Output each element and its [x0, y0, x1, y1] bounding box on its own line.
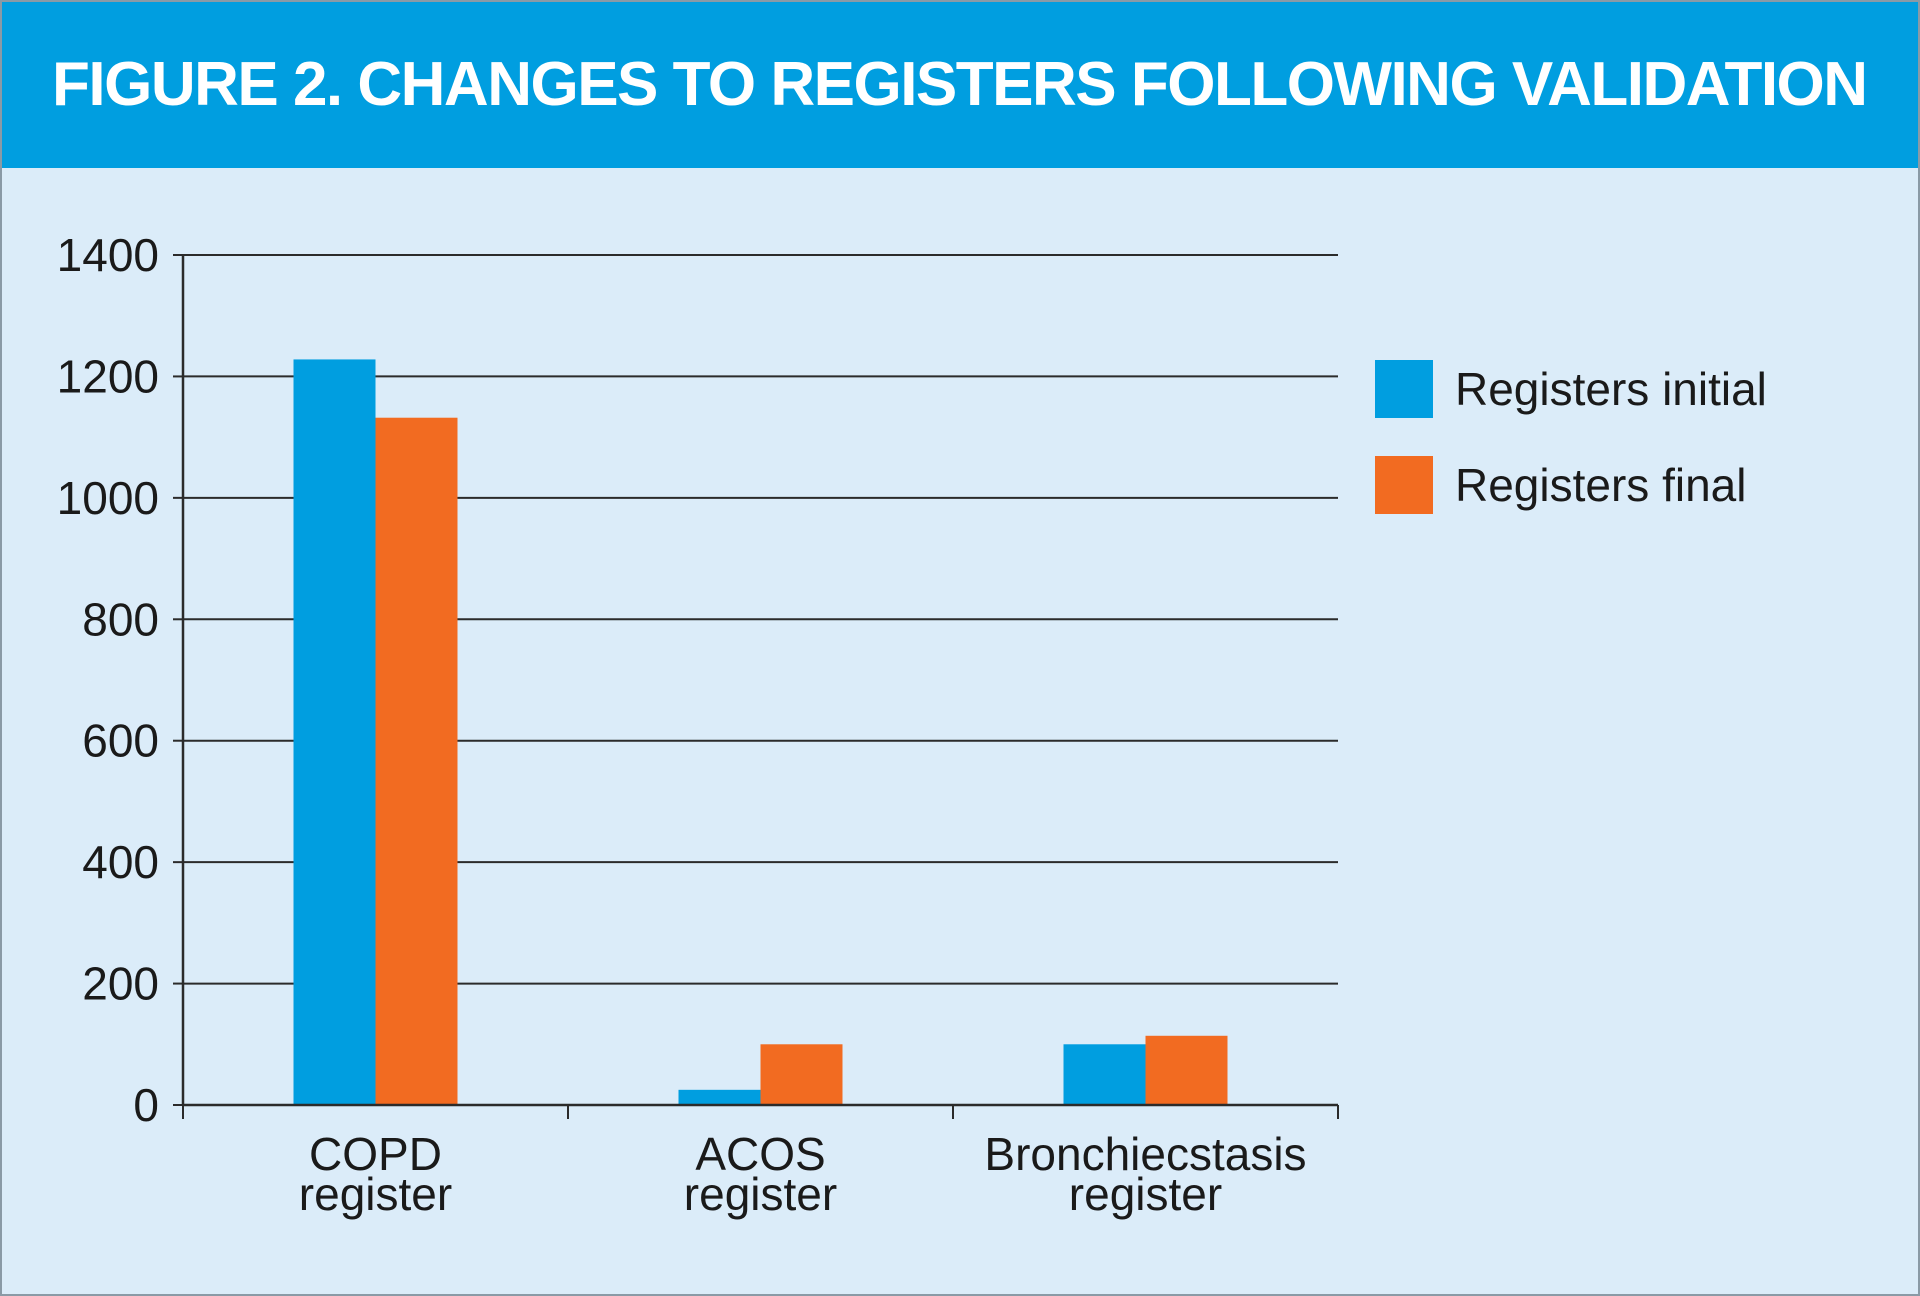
figure-header: FIGURE 2. CHANGES TO REGISTERS FOLLOWING… — [2, 2, 1918, 168]
bar — [1063, 1044, 1146, 1105]
bar — [1145, 1035, 1228, 1105]
bars — [293, 359, 1228, 1105]
legend-label: Registers final — [1455, 459, 1746, 511]
bar — [678, 1089, 761, 1105]
y-tick-label: 1200 — [57, 350, 159, 402]
legend-swatch — [1375, 456, 1433, 514]
y-tick-label: 200 — [82, 958, 159, 1010]
y-tick-label: 400 — [82, 836, 159, 888]
axes — [173, 254, 1339, 1119]
x-tick-label: register — [684, 1168, 837, 1220]
x-tick-label: Bronchiecstasis — [984, 1128, 1306, 1180]
x-tick-label: COPD — [309, 1128, 442, 1180]
legend-label: Registers initial — [1455, 363, 1767, 415]
y-tick-labels: 0 200 400 600 800 1000 1200 1400 — [57, 229, 159, 1131]
legend: Registers initial Registers final — [1375, 360, 1767, 514]
x-tick-label: register — [299, 1168, 452, 1220]
x-tick-labels: COPDregisterACOSregisterBronchiecstasisr… — [299, 1128, 1307, 1220]
x-tick-label: ACOS — [695, 1128, 825, 1180]
x-tick-label: register — [1069, 1168, 1222, 1220]
y-tick-label: 1400 — [57, 229, 159, 281]
y-tick-label: 800 — [82, 593, 159, 645]
y-tick-label: 600 — [82, 715, 159, 767]
y-tick-label: 1000 — [57, 472, 159, 524]
bar — [293, 359, 376, 1105]
y-tick-label: 0 — [133, 1079, 159, 1131]
bar — [375, 417, 458, 1105]
legend-swatch — [1375, 360, 1433, 418]
bar — [760, 1044, 843, 1105]
figure-title: FIGURE 2. CHANGES TO REGISTERS FOLLOWING… — [52, 50, 1868, 119]
